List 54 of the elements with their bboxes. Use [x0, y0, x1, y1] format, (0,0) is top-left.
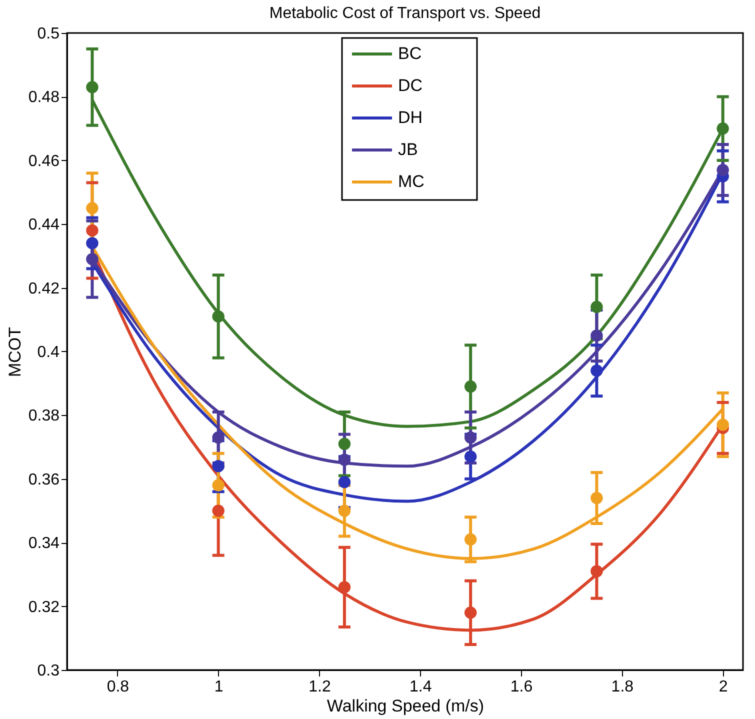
point: [212, 504, 224, 517]
y-tick-label: 0.32: [28, 598, 60, 616]
point: [338, 438, 351, 450]
x-tick-label: 1.6: [510, 678, 533, 696]
y-tick-label: 0.42: [28, 280, 60, 298]
point: [590, 300, 603, 314]
x-tick-label: 1.8: [611, 678, 634, 696]
x-tick-label: 1.4: [410, 678, 432, 696]
point: [590, 329, 603, 342]
point: [86, 81, 98, 94]
point: [590, 364, 603, 377]
legend-label: DH: [398, 108, 423, 127]
point: [464, 533, 477, 546]
y-tick-label: 0.3: [37, 662, 60, 680]
point: [464, 380, 477, 393]
x-tick-label: 1.2: [308, 678, 331, 696]
point: [212, 479, 224, 492]
point: [338, 504, 351, 517]
legend-label: JB: [398, 140, 418, 159]
y-tick-label: 0.46: [28, 152, 60, 170]
y-tick-label: 0.38: [28, 408, 60, 425]
x-axis-title: Walking Speed (m/s): [326, 696, 484, 716]
point: [338, 581, 351, 594]
point: [86, 224, 98, 237]
y-tick-label: 0.44: [28, 216, 60, 234]
y-tick-label: 0.34: [28, 535, 60, 552]
point: [86, 202, 98, 214]
y-axis-title: MCOT: [5, 326, 24, 378]
point: [716, 418, 729, 431]
y-tick-label: 0.48: [28, 89, 60, 106]
y-tick-label: 0.5: [37, 26, 60, 42]
y-tick-label: 0.4: [37, 344, 60, 361]
point: [590, 492, 603, 504]
point: [86, 237, 98, 250]
legend-label: MC: [398, 172, 424, 191]
legend-label: BC: [398, 44, 422, 63]
point: [464, 606, 477, 619]
point: [464, 431, 477, 444]
x-tick-label: 2: [718, 678, 728, 696]
point: [212, 310, 224, 323]
point: [212, 460, 224, 472]
point: [464, 450, 477, 463]
point: [590, 565, 603, 578]
y-tick-label: 0.36: [28, 471, 60, 488]
point: [716, 122, 729, 135]
point: [86, 253, 98, 266]
point: [212, 431, 224, 444]
point: [338, 454, 351, 466]
chart-title: Metabolic Cost of Transport vs. Speed: [269, 5, 541, 22]
legend-label: DC: [398, 76, 423, 95]
point: [338, 476, 351, 488]
x-tick-label: 1: [214, 678, 224, 696]
x-tick-label: 0.8: [106, 678, 130, 696]
point: [716, 164, 729, 176]
